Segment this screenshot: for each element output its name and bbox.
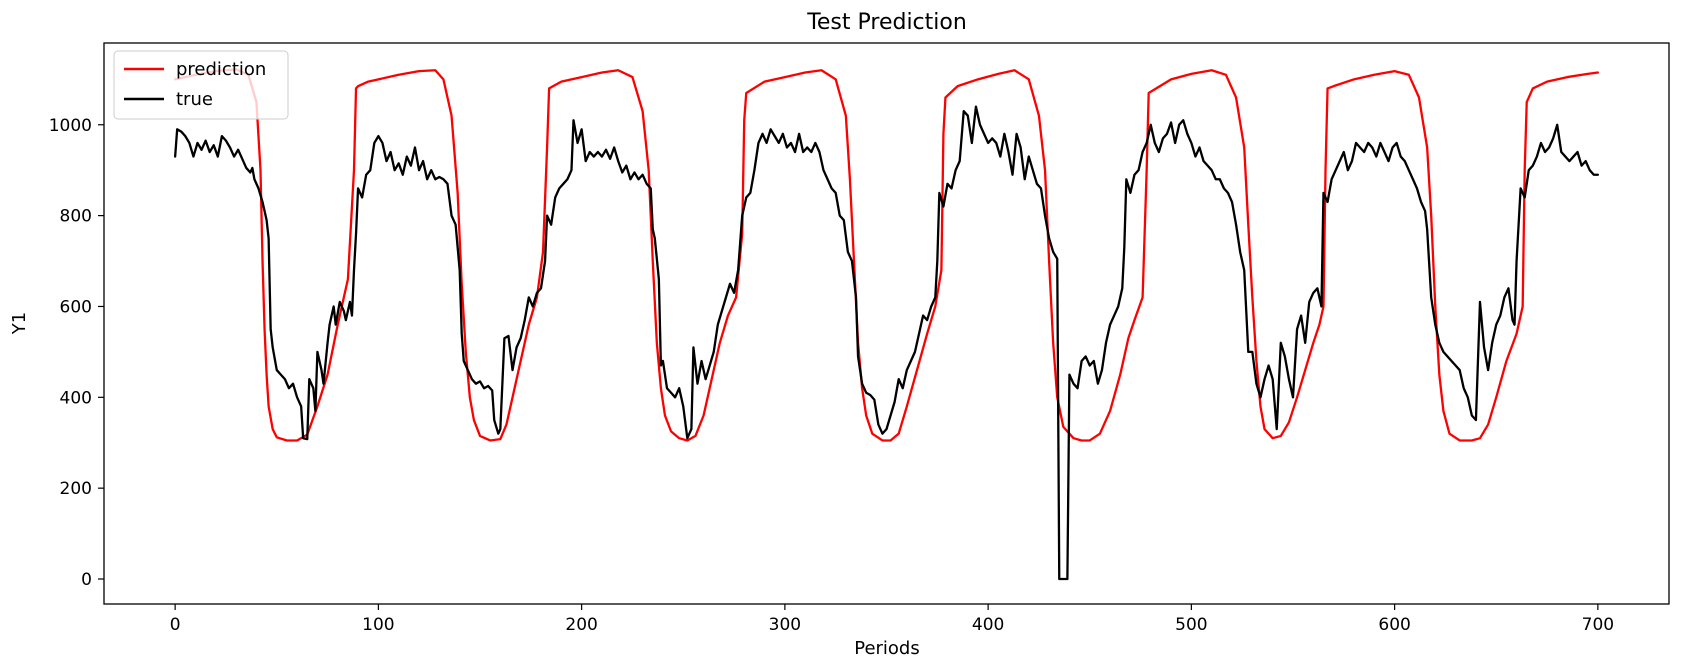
series-line-prediction <box>173 68 1600 442</box>
x-axis: 0 100 200 300 400 500 600 700 <box>170 604 1614 635</box>
x-tick-label: 700 <box>1582 615 1614 635</box>
x-tick-label: 300 <box>769 615 801 635</box>
series-layer <box>173 68 1600 581</box>
x-tick-label: 200 <box>565 615 597 635</box>
x-tick-label: 400 <box>972 615 1004 635</box>
chart-title: Test Prediction <box>806 10 967 35</box>
series-line-true <box>173 105 1600 581</box>
y-tick-label: 600 <box>60 297 92 317</box>
y-tick-label: 0 <box>81 570 92 590</box>
plot-frame <box>103 42 1670 605</box>
x-tick-label: 600 <box>1378 615 1410 635</box>
x-tick-label: 500 <box>1175 615 1207 635</box>
x-tick-label: 0 <box>170 615 181 635</box>
legend: prediction true <box>113 50 289 120</box>
y-tick-label: 200 <box>60 479 92 499</box>
y-axis: 0 200 400 600 800 1000 <box>49 116 104 590</box>
y-tick-label: 800 <box>60 207 92 227</box>
legend-label-prediction: prediction <box>176 59 266 80</box>
y-tick-label: 400 <box>60 388 92 408</box>
y-tick-label: 1000 <box>49 116 92 136</box>
x-axis-label: Periods <box>854 638 920 659</box>
x-tick-label: 100 <box>362 615 394 635</box>
legend-label-true: true <box>176 89 213 110</box>
y-axis-label: Y1 <box>9 312 30 335</box>
